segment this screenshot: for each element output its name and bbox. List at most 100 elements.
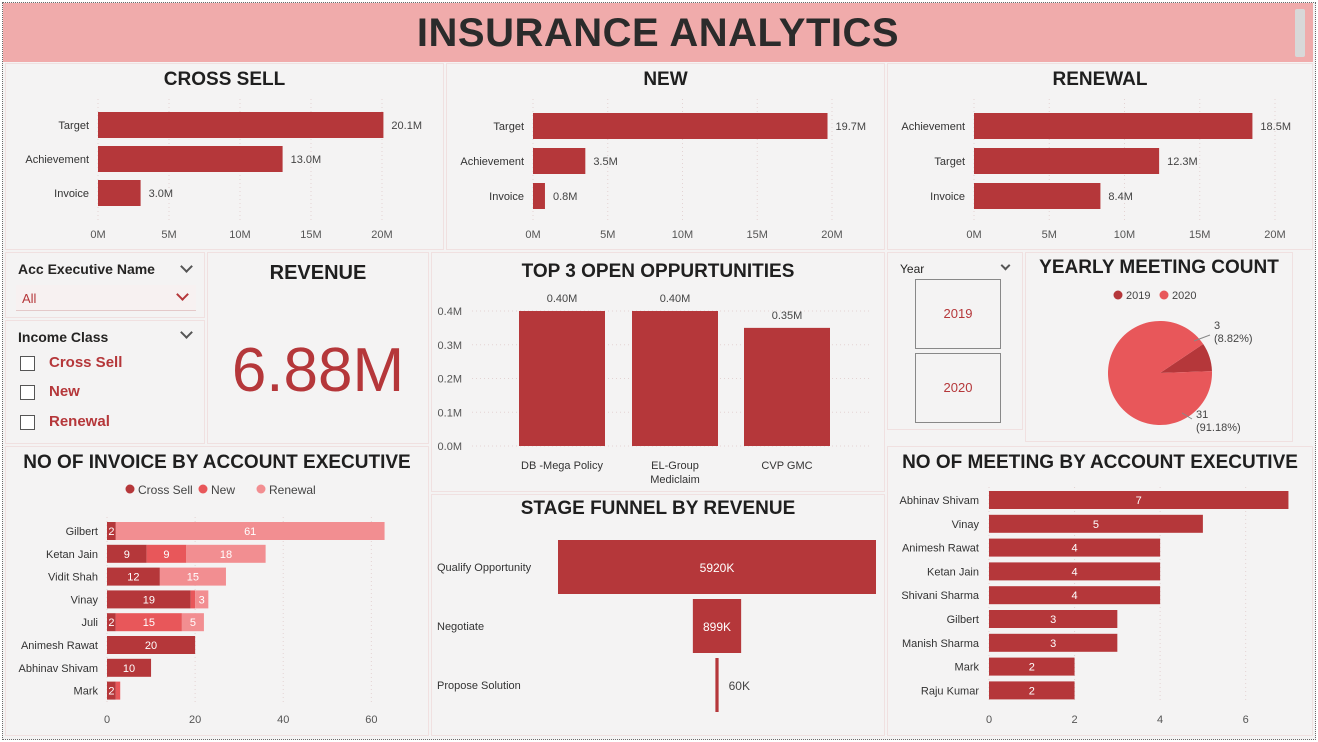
year-slicer: Year 2019 2020 [887, 252, 1023, 430]
data-label: 3.5M [593, 156, 617, 168]
data-label: 5 [1093, 519, 1099, 531]
legend-label: New [211, 483, 235, 497]
data-label: 5 [190, 617, 196, 629]
checkbox-label: Renewal [49, 413, 110, 430]
bar-segment [186, 544, 266, 563]
acc-exec-label: Acc Executive Name [18, 261, 155, 277]
renewal-panel: RENEWAL 0M 5M 10M 15M 20M Achievement 18.5M Tar… [887, 63, 1313, 250]
meeting-by-exec-chart[interactable]: 0 2 4 6 Abhinav Shivam 7 Vinay 5 Animesh Rawat 4 K… [888, 447, 1314, 737]
x-tick-label: 0M [525, 229, 540, 241]
bar [989, 586, 1161, 605]
top3-panel: TOP 3 OPEN OPPURTUNITIES 0.0M 0.1M 0.2M 0.3… [431, 252, 885, 492]
checkbox-label: New [49, 383, 80, 400]
chevron-down-icon[interactable] [176, 288, 189, 301]
data-label: 19.7M [836, 121, 867, 133]
category-label: Gilbert [66, 526, 98, 538]
acc-exec-slicer[interactable]: Acc Executive Name All [5, 252, 205, 318]
category-label: Ketan Jain [927, 566, 979, 578]
year-tile-2019[interactable]: 2019 [915, 279, 1001, 349]
revenue-card: REVENUE 6.88M [207, 252, 429, 444]
bar [98, 180, 141, 206]
x-tick-label: 0 [986, 714, 992, 726]
leader-line [1181, 412, 1193, 420]
category-label: Target [493, 121, 524, 133]
x-tick-label: 5M [1042, 229, 1057, 241]
invoice-by-exec-chart[interactable]: Cross Sell New Renewal 0 20 40 60 Gilbert 2 61 Ket… [6, 447, 430, 737]
revenue-title: REVENUE [269, 262, 367, 284]
x-tick-label: 20M [371, 229, 392, 241]
category-label: Abhinav Shivam [19, 663, 99, 675]
legend-label: Renewal [269, 483, 316, 497]
chevron-down-icon[interactable] [180, 260, 193, 273]
leader-line [1193, 334, 1211, 342]
invoice-by-exec-title: NO OF INVOICE BY ACCOUNT EXECUTIVE [23, 452, 411, 473]
x-tick-label: 5M [600, 229, 615, 241]
bar [989, 514, 1203, 533]
category-label: Mediclaim [650, 474, 700, 486]
legend-dot [1159, 290, 1169, 300]
data-label: 2 [1029, 662, 1035, 674]
category-label: Negotiate [437, 621, 484, 633]
category-label: Gilbert [947, 614, 979, 626]
category-label: Ketan Jain [46, 549, 98, 561]
x-tick-label: 10M [672, 229, 693, 241]
funnel-bar [715, 658, 719, 712]
data-label: 899K [703, 620, 731, 634]
cross-sell-chart[interactable]: 0M 5M 10M 15M 20M Target 20.1M Achievement 13.0M… [6, 64, 445, 251]
income-class-slicer: Income Class Cross Sell New Renewal [5, 320, 205, 444]
bar [632, 311, 718, 446]
yearly-meeting-chart[interactable]: 2019 2020 3(8.82%) 31(91.18%) [1026, 253, 1294, 443]
meeting-by-exec-title: NO OF MEETING BY ACCOUNT EXECUTIVE [902, 452, 1298, 473]
acc-exec-value: All [22, 291, 37, 306]
data-label: 0.8M [553, 191, 577, 203]
legend-dot [256, 484, 266, 494]
data-label: 15 [143, 617, 155, 629]
checkbox-icon[interactable] [20, 415, 35, 430]
chevron-down-icon[interactable] [180, 326, 193, 339]
bar-segment [107, 544, 147, 563]
x-tick-label: 2 [1071, 714, 1077, 726]
data-label: 4 [1071, 566, 1077, 578]
new-chart[interactable]: 0M 5M 10M 15M 20M Target 19.7M Achievement 3.5M I… [447, 64, 886, 251]
category-label: Achievement [25, 154, 89, 166]
x-tick-label: 15M [300, 229, 321, 241]
funnel-title: STAGE FUNNEL BY REVENUE [520, 498, 796, 519]
data-label: 2 [108, 686, 114, 698]
funnel-chart[interactable]: Qualify Opportunity 5920K Negotiate 899K Pro… [432, 495, 886, 737]
data-label: 9 [124, 549, 130, 561]
category-label: Target [58, 120, 89, 132]
bar-segment [107, 613, 116, 632]
checkbox-icon[interactable] [20, 356, 35, 371]
invoice-by-exec-panel: NO OF INVOICE BY ACCOUNT EXECUTIVE Cross… [5, 446, 429, 736]
data-label: 4 [1071, 543, 1077, 555]
yearly-meeting-panel: YEARLY MEETING COUNT 2019 2020 3 (8.82%) 31(… [1025, 252, 1293, 442]
checkbox-icon[interactable] [20, 385, 35, 400]
data-label: 20.1M [391, 120, 422, 132]
cross-sell-title: CROSS SELL [163, 69, 286, 90]
bar [519, 311, 605, 446]
renewal-chart[interactable]: 0M 5M 10M 15M 20M Achievement 18.5M Target 12.3M… [888, 64, 1314, 251]
legend-dot [1113, 290, 1123, 300]
category-label: CVP GMC [761, 460, 812, 472]
y-tick-label: 0.2M [438, 374, 462, 386]
data-label: 13.0M [291, 154, 322, 166]
scrollbar[interactable] [1295, 9, 1305, 57]
data-label-pct: (91.18%) [1196, 422, 1241, 434]
data-label: 61 [244, 526, 256, 538]
acc-exec-dropdown[interactable]: All [16, 285, 196, 311]
bar-segment [107, 567, 160, 586]
data-label: 12.3M [1167, 156, 1198, 168]
category-label: Target [934, 156, 965, 168]
funnel-bar [558, 540, 876, 594]
year-tile-2020[interactable]: 2020 [915, 353, 1001, 423]
page-title: INSURANCE ANALYTICS [416, 11, 900, 55]
chevron-down-icon[interactable] [1000, 260, 1011, 271]
data-label: 0.40M [660, 293, 691, 305]
bar-segment [190, 590, 196, 609]
x-tick-label: 20 [189, 714, 201, 726]
category-label: Invoice [930, 191, 965, 203]
category-label: Vidit Shah [48, 572, 98, 584]
top3-chart[interactable]: 0.0M 0.1M 0.2M 0.3M 0.4M 0.40M DB -Mega Policy… [432, 253, 886, 493]
bar-segment [115, 522, 385, 540]
legend-dot [125, 484, 135, 494]
